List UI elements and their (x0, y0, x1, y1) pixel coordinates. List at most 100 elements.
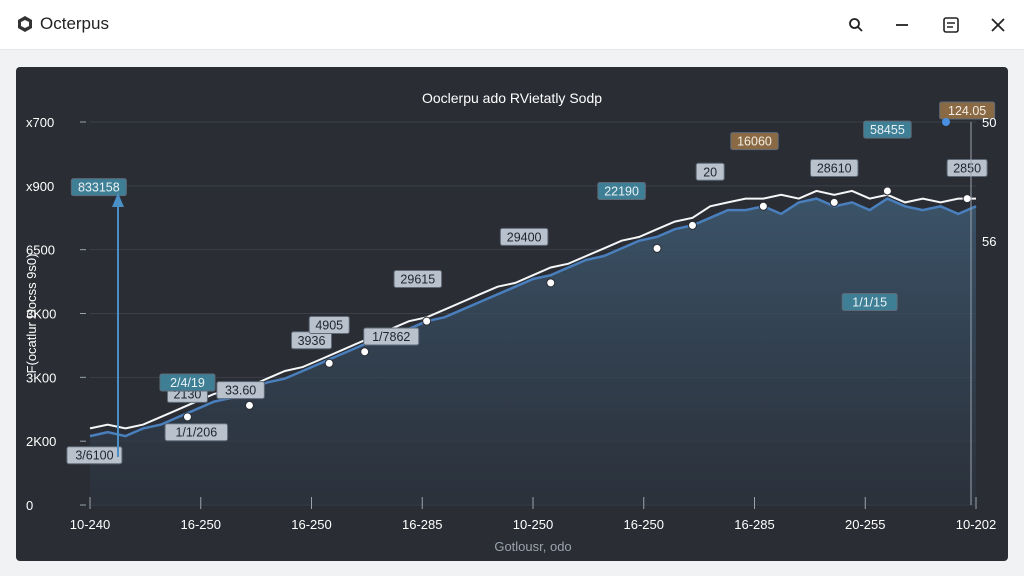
data-label-text: 16060 (737, 135, 772, 149)
data-label-text: 833158 (78, 181, 120, 195)
data-label-text: 124.05 (948, 104, 986, 118)
data-label: 22190 (597, 181, 646, 200)
close-icon (991, 18, 1005, 32)
y-tick-label: 0 (26, 498, 33, 513)
data-label-box (939, 101, 996, 120)
menu-icon (943, 17, 959, 33)
data-point (244, 400, 254, 410)
menu-button[interactable] (937, 11, 965, 39)
data-label: 3/6100 (66, 446, 123, 465)
y-tick-label: x900 (26, 179, 54, 194)
x-tick-label: 10-202 (956, 517, 996, 532)
close-button[interactable] (984, 11, 1012, 39)
data-label: 3936 (291, 331, 332, 350)
data-label: 1/1/206 (164, 423, 229, 442)
data-label-text: 33.60 (225, 384, 256, 398)
data-point (422, 316, 432, 326)
data-label-box (393, 270, 443, 289)
data-label: 29615 (393, 270, 443, 289)
data-label-box (66, 446, 123, 465)
data-label: 28610 (809, 158, 859, 177)
search-button[interactable] (842, 11, 870, 39)
data-label-box (308, 315, 350, 334)
y-tick-label: 3K00 (26, 370, 56, 385)
data-label: 20 (695, 162, 725, 181)
data-label: 124.05 (939, 101, 996, 120)
data-point (360, 347, 370, 357)
chart-title: Ooclerpu ado RVietatly Sodp (422, 90, 602, 106)
data-point (324, 358, 334, 368)
data-point (758, 201, 768, 211)
data-label-box (841, 293, 898, 312)
x-axis-label: Gotlousr, odo (494, 539, 571, 554)
legend-dot (942, 118, 950, 126)
left-arrow-head (112, 193, 124, 207)
y-tick-label: x700 (26, 115, 54, 130)
data-label-text: 4905 (315, 318, 343, 332)
y-axis-label: F(ocatlur Docss 9s0) (24, 254, 39, 374)
data-label-text: 28610 (817, 161, 852, 175)
y-tick-label: 3K00 (26, 307, 56, 322)
data-label-box (159, 373, 216, 392)
data-point (687, 220, 697, 230)
data-point (882, 186, 892, 196)
y-tick-label: 2K00 (26, 434, 56, 449)
data-point (652, 243, 662, 253)
data-label-text: 3/6100 (75, 449, 113, 463)
chart-panel: 833158 3/6100 2130 2/4/19 33.60 1/1/206 3936 49… (16, 67, 1008, 561)
data-label: 58455 (863, 120, 912, 139)
x-tick-label: 20-255 (845, 517, 885, 532)
data-label: 16060 (730, 132, 779, 151)
data-label-box (863, 120, 912, 139)
data-label-text: 20 (703, 165, 717, 179)
data-label: 4905 (308, 315, 350, 334)
data-label-text: 1/1/15 (852, 296, 887, 310)
app-title: Octerpus (40, 14, 109, 33)
title-bar: Octerpus (0, 0, 1024, 50)
data-label-box (946, 158, 988, 177)
data-point (182, 412, 192, 422)
data-label-text: 2/4/19 (170, 376, 205, 390)
data-label-box (809, 158, 859, 177)
data-label: 833158 (70, 178, 127, 197)
data-label-text: 3936 (298, 334, 326, 348)
data-label: 2850 (946, 158, 988, 177)
x-tick-label: 16-250 (181, 517, 221, 532)
data-label: 1/7862 (363, 327, 420, 346)
data-label-box (695, 162, 725, 181)
data-label-text: 1/7862 (372, 330, 410, 344)
data-label-box (164, 423, 229, 442)
data-point (546, 278, 556, 288)
data-point (962, 194, 972, 204)
data-label: 33.60 (216, 381, 265, 400)
data-label-text: 29615 (400, 273, 435, 287)
minimize-button[interactable] (888, 11, 916, 39)
x-tick-label: 16-285 (734, 517, 774, 532)
data-label-box (70, 178, 127, 197)
data-label-box (363, 327, 420, 346)
x-tick-label: 10-250 (513, 517, 553, 532)
y-tick-label: 6500 (26, 243, 55, 258)
x-tick-label: 16-250 (624, 517, 664, 532)
search-icon (849, 18, 863, 32)
x-tick-label: 16-250 (291, 517, 331, 532)
x-tick-label: 16-285 (402, 517, 442, 532)
data-label: 2/4/19 (159, 373, 216, 392)
minimize-icon (896, 24, 908, 26)
data-point (829, 197, 839, 207)
data-label-box (499, 227, 549, 246)
data-label-box (730, 132, 779, 151)
data-label-box (597, 181, 646, 200)
area-fill (90, 198, 976, 505)
data-label-text: 22190 (604, 184, 639, 198)
data-label-text: 2850 (953, 161, 981, 175)
data-label-text: 1/1/206 (175, 426, 217, 440)
data-label-box (216, 381, 265, 400)
right-axis-label: 50 (982, 115, 996, 130)
data-label-text: 29400 (507, 230, 542, 244)
data-label: 1/1/15 (841, 293, 898, 312)
app-logo-icon (18, 16, 32, 32)
x-tick-label: 10-240 (70, 517, 110, 532)
line-chart: 8331583/610021302/4/1933.601/1/206393649… (24, 90, 996, 554)
right-axis-label: 56 (982, 234, 996, 249)
